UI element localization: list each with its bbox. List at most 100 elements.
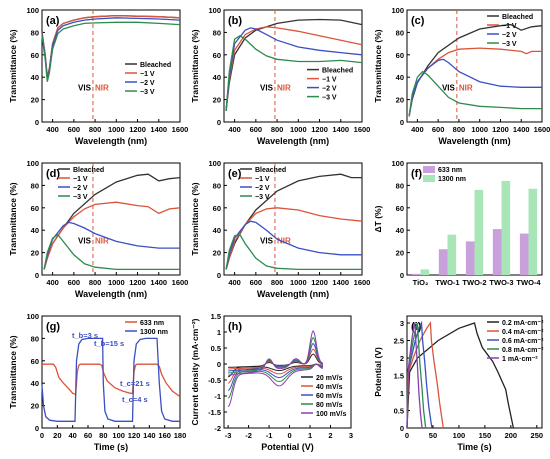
- x-tick-label: 1000: [108, 278, 125, 287]
- x-tick-label: 200: [505, 431, 518, 440]
- legend-label: −1 V: [502, 23, 517, 30]
- x-tick-label: 600: [250, 125, 263, 134]
- x-tick-label: 600: [250, 278, 263, 287]
- bar-TWO-3-1300nm: [501, 180, 511, 275]
- panel-label: (h): [228, 321, 242, 333]
- y-tick-label: 80: [213, 181, 221, 190]
- legend-label: 1300 nm: [140, 329, 168, 336]
- panel-c: 0 20 40 60 80 100 400 600 800 1000 1200 1400 1600 Wav…: [373, 6, 550, 146]
- legend-label: 633 nm: [438, 167, 462, 174]
- y-tick-label: 0: [35, 118, 39, 127]
- legend-label: −1 V: [140, 71, 155, 78]
- x-axis-label: Time (s): [457, 442, 491, 452]
- legend-label: −3 V: [73, 194, 88, 201]
- legend-label: Bleached: [255, 167, 286, 174]
- x-tick-label: 20: [53, 431, 61, 440]
- y-tick-label: 80: [396, 181, 404, 190]
- x-tick-label: 150: [479, 431, 492, 440]
- x-tick-label: 1600: [172, 125, 189, 134]
- panel-label: (d): [46, 168, 60, 180]
- y-tick-label: 60: [31, 204, 39, 213]
- panel-label: (b): [228, 15, 242, 27]
- x-tick-label: 800: [271, 278, 284, 287]
- x-tick-label: -1: [266, 431, 273, 440]
- y-tick-label: 1: [217, 328, 221, 337]
- series-−2V: [43, 221, 180, 270]
- y-tick-label: 1: [400, 389, 404, 398]
- y-tick-label: 20: [396, 96, 404, 105]
- vis-label: VIS: [442, 84, 456, 93]
- x-tick-label: 1000: [471, 125, 488, 134]
- x-tick-label: 120: [128, 431, 141, 440]
- panel-d: 0 20 40 60 80 100 400 600 800 1000 1200 1400 1600 Wav…: [8, 159, 188, 299]
- y-tick-label: 0: [400, 118, 404, 127]
- plot-frame: [406, 315, 543, 429]
- y-tick-label: 60: [213, 51, 221, 60]
- vis-label: VIS: [78, 237, 92, 246]
- y-tick-label: 80: [396, 28, 404, 37]
- x-tick-label: 1400: [513, 125, 530, 134]
- y-axis-label: Transmittance (%): [373, 29, 383, 102]
- y-tick-label: 100: [391, 159, 404, 168]
- x-tick-label: 1400: [332, 278, 349, 287]
- x-tick-label: 1600: [534, 125, 550, 134]
- y-tick-label: 80: [213, 28, 221, 37]
- panel-e: 0 20 40 60 80 100 400 600 800 1000 1200 1400 1600 Wav…: [190, 159, 370, 299]
- x-tick-label: 400: [228, 125, 241, 134]
- series-−3V: [225, 35, 363, 111]
- y-tick-label: 60: [31, 357, 39, 366]
- y-tick-label: 1.5: [394, 372, 404, 381]
- y-axis-label: Potential (V): [373, 347, 383, 397]
- legend-label: −2 V: [255, 185, 270, 192]
- y-tick-label: 0: [400, 424, 404, 433]
- panel-f: 0 20 40 60 80 100 ΔT (%) (f) TiO₂ TWO-1 TWO-2 TWO-3…: [373, 159, 543, 287]
- panel-i: 0 0.5 1 1.5 2 2.5 3 0 50 100 150 200 250 Time (s) Pote…: [373, 315, 544, 452]
- legend-label: Bleached: [140, 62, 171, 69]
- y-tick-label: 80: [31, 28, 39, 37]
- x-tick-label: 1000: [108, 125, 125, 134]
- bar-TWO-4-633nm: [519, 233, 529, 275]
- legend-label: 633 nm: [140, 320, 164, 327]
- x-tick-label: 800: [271, 125, 284, 134]
- nir-label: NIR: [95, 84, 109, 93]
- legend-label: −2 V: [322, 86, 337, 93]
- y-tick-label: 3: [400, 319, 404, 328]
- x-tick-label: 1: [308, 431, 312, 440]
- series-−1V: [225, 207, 363, 270]
- legend-label: −3 V: [140, 89, 155, 96]
- x-tick-label: 3: [349, 431, 353, 440]
- legend-label: 0.4 mA·cm⁻²: [502, 329, 544, 336]
- response-time-annotation: t_c=4 s: [122, 395, 148, 404]
- x-tick-label: -3: [225, 431, 232, 440]
- x-axis-label: Wavelength (nm): [75, 289, 147, 299]
- y-axis-label: ΔT (%): [373, 205, 383, 232]
- x-tick-label: 1200: [311, 278, 328, 287]
- panel-label: (a): [46, 15, 60, 27]
- y-axis-label: Transmittance (%): [8, 335, 18, 408]
- series-0.4mAcm: [406, 321, 444, 429]
- x-tick-label: 1200: [311, 125, 328, 134]
- category-label: TWO-2: [462, 278, 486, 287]
- x-tick-label: 600: [432, 125, 445, 134]
- x-axis-label: Time (s): [94, 442, 128, 452]
- bar-TWO-2-633nm: [465, 241, 475, 275]
- response-time-annotation: t_b=3 s: [72, 331, 98, 340]
- x-tick-label: 60: [84, 431, 92, 440]
- x-axis-label: Wavelength (nm): [257, 136, 329, 146]
- x-tick-label: 1600: [354, 278, 371, 287]
- legend-label: −1 V: [255, 176, 270, 183]
- x-tick-label: 160: [158, 431, 171, 440]
- x-tick-label: 1200: [129, 278, 146, 287]
- legend-label: −2 V: [502, 32, 517, 39]
- y-tick-label: 0: [217, 271, 221, 280]
- x-tick-label: 250: [531, 431, 544, 440]
- legend-label: −2 V: [140, 80, 155, 87]
- legend-label: Bleached: [322, 68, 353, 75]
- x-tick-label: 800: [89, 278, 102, 287]
- nir-label: NIR: [277, 237, 291, 246]
- series-−1V: [225, 26, 363, 111]
- legend-label: 100 mV/s: [316, 411, 346, 418]
- panel-b: 0 20 40 60 80 100 400 600 800 1000 1200 1400 1600 Wav…: [190, 6, 370, 146]
- x-tick-label: 600: [68, 125, 81, 134]
